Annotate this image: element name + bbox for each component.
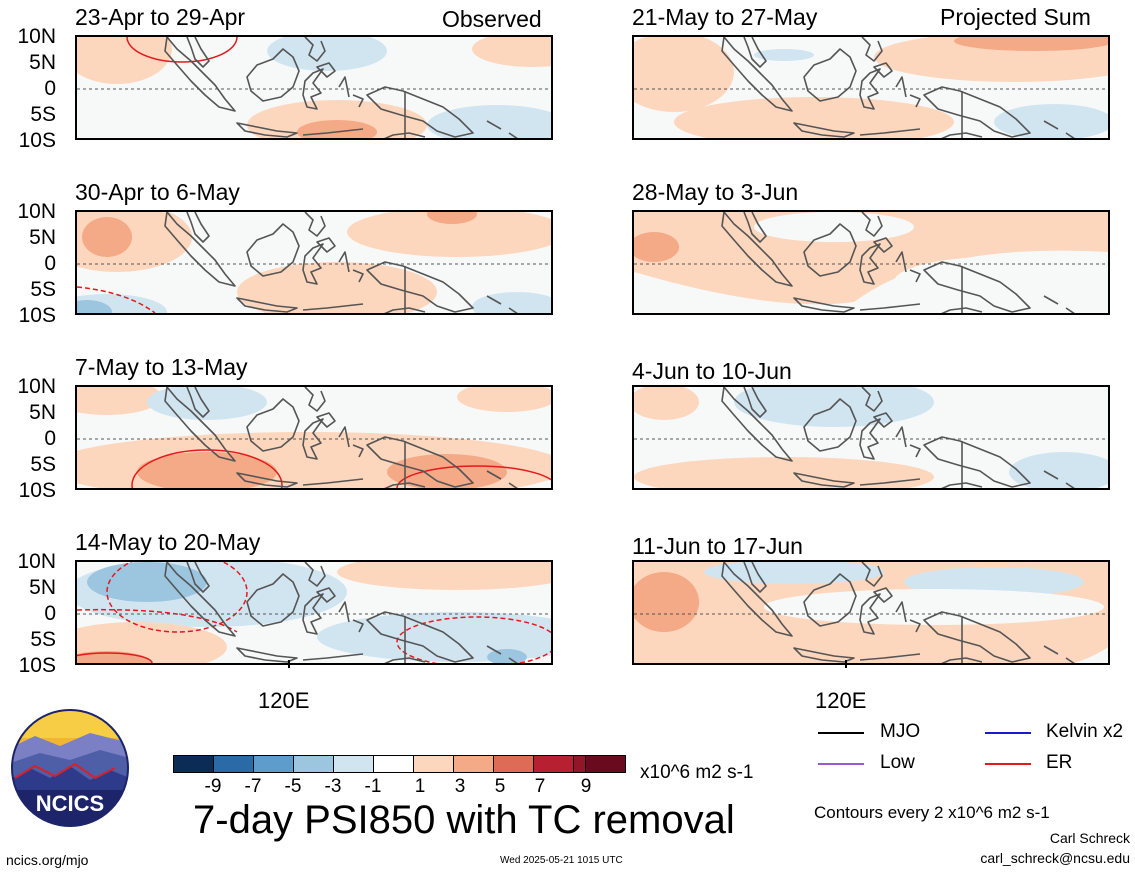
legend-mjo-label: MJO xyxy=(880,721,921,742)
colorbar-swatch xyxy=(293,755,334,773)
legend-low-line xyxy=(818,763,864,765)
map-panel-right-3 xyxy=(632,385,1110,490)
colorbar-swatch xyxy=(493,755,534,773)
colorbar-label: 5 xyxy=(494,776,506,797)
map-panel-left-2 xyxy=(75,210,553,315)
panel-title-right-1: 21-May to 27-May xyxy=(632,4,818,30)
lat-label-10n: 10N xyxy=(17,25,56,48)
lat-label-5n: 5N xyxy=(29,51,56,74)
colorbar-label: -7 xyxy=(244,776,262,797)
colorbar-label: -5 xyxy=(284,776,302,797)
panel-title-left-3: 7-May to 13-May xyxy=(75,354,248,380)
ncics-logo: NCICS xyxy=(10,708,130,828)
colorbar-label: -1 xyxy=(364,776,382,797)
lat-label-10s: 10S xyxy=(18,304,56,327)
lat-label-5n: 5N xyxy=(29,226,56,249)
lon-label-left: 120E xyxy=(258,688,310,713)
panel-title-left-4: 14-May to 20-May xyxy=(75,529,261,555)
colorbar-label: -3 xyxy=(324,776,342,797)
lat-label-0: 0 xyxy=(44,252,56,275)
colorbar-label: 1 xyxy=(414,776,426,797)
panel-title-left-2: 30-Apr to 6-May xyxy=(75,179,240,205)
legend-kelvin-line xyxy=(985,732,1031,734)
colorbar-swatch xyxy=(173,755,214,773)
panel-title-right-3: 4-Jun to 10-Jun xyxy=(632,358,792,384)
main-title: 7-day PSI850 with TC removal xyxy=(193,798,735,842)
map-panel-left-3 xyxy=(75,385,553,490)
lat-label-10s: 10S xyxy=(18,654,56,677)
colorbar-swatch xyxy=(373,755,414,773)
lat-label-10n: 10N xyxy=(17,550,56,573)
colorbar-swatch xyxy=(413,755,454,773)
observed-header: Observed xyxy=(442,6,542,32)
contour-note: Contours every 2 x10^6 m2 s-1 xyxy=(814,803,1050,822)
lat-label-5s: 5S xyxy=(30,278,56,301)
colorbar-label: -9 xyxy=(204,776,222,797)
author: Carl Schreck xyxy=(1049,830,1130,846)
colorbar-label: 3 xyxy=(454,776,466,797)
panel-title-right-4: 11-Jun to 17-Jun xyxy=(632,533,803,559)
lat-label-5n: 5N xyxy=(29,401,56,424)
colorbar-swatch xyxy=(333,755,374,773)
lat-label-0: 0 xyxy=(44,427,56,450)
map-panel-left-4 xyxy=(75,560,553,665)
projected-sum-header: Projected Sum xyxy=(940,4,1091,30)
logo-text: NCICS xyxy=(36,791,104,816)
map-panel-left-1 xyxy=(75,35,553,140)
panel-title-right-2: 28-May to 3-Jun xyxy=(632,179,799,205)
colorbar-swatch xyxy=(453,755,494,773)
lat-label-0: 0 xyxy=(44,77,56,100)
colorbar-units: x10^6 m2 s-1 xyxy=(640,762,754,783)
author-email[interactable]: carl_schreck@ncsu.edu xyxy=(980,850,1130,866)
legend-mjo-line xyxy=(818,732,864,734)
lat-label-10s: 10S xyxy=(18,479,56,502)
lat-label-10n: 10N xyxy=(17,200,56,223)
colorbar-label: 7 xyxy=(534,776,546,797)
lat-label-0: 0 xyxy=(44,602,56,625)
lat-label-5s: 5S xyxy=(30,628,56,651)
website-link[interactable]: ncics.org/mjo xyxy=(6,852,89,868)
legend-er-label: ER xyxy=(1046,752,1073,773)
lat-label-5n: 5N xyxy=(29,576,56,599)
legend-low-label: Low xyxy=(880,752,915,773)
colorbar-swatch xyxy=(213,755,254,773)
map-panel-right-1 xyxy=(632,35,1110,140)
colorbar-label: 9 xyxy=(580,776,592,797)
lon-label-right: 120E xyxy=(815,688,867,713)
lat-label-5s: 5S xyxy=(30,103,56,126)
colorbar-swatch xyxy=(253,755,294,773)
lat-label-10n: 10N xyxy=(17,375,56,398)
map-panel-right-4 xyxy=(632,560,1110,665)
lat-label-10s: 10S xyxy=(18,129,56,152)
legend-er-line xyxy=(985,763,1031,765)
colorbar-swatch xyxy=(533,755,574,773)
legend-kelvin-label: Kelvin x2 xyxy=(1046,721,1124,742)
tick-120e-right xyxy=(845,660,847,668)
timestamp: Wed 2025-05-21 1015 UTC xyxy=(500,855,623,866)
colorbar-swatch xyxy=(585,755,626,773)
panel-title-left-1: 23-Apr to 29-Apr xyxy=(75,4,246,30)
tick-120e-left xyxy=(288,660,290,668)
lat-label-5s: 5S xyxy=(30,453,56,476)
map-panel-right-2 xyxy=(632,210,1110,315)
